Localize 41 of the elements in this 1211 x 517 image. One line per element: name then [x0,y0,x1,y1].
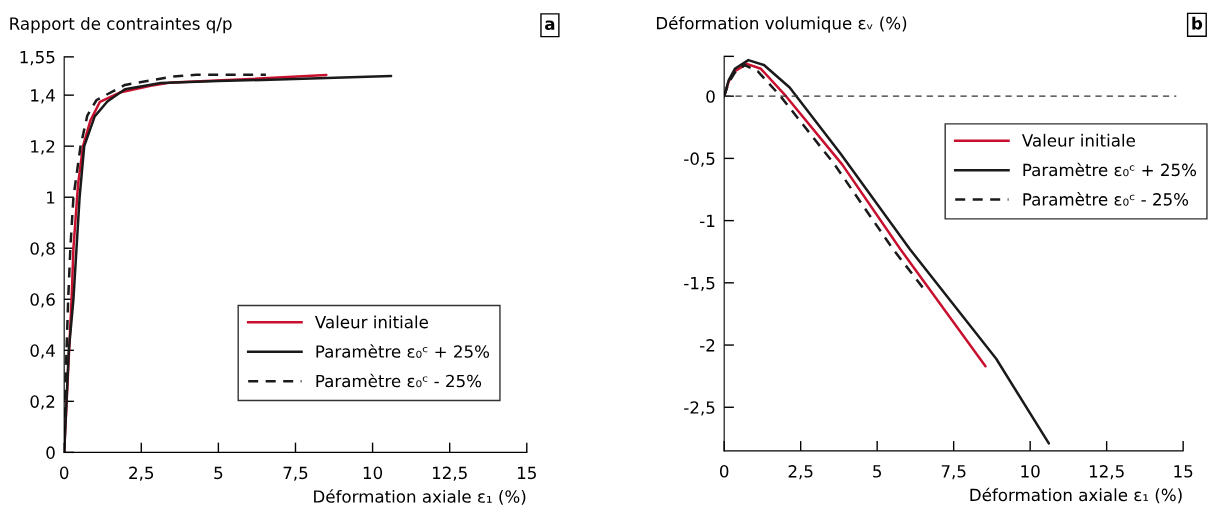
legend-label: Paramètre ε₀ᶜ - 25% [1023,192,1189,206]
x-tick-label: 2,5 [788,465,813,480]
y-tick-label: -2 [700,339,715,352]
legend-label: Paramètre ε₀ᶜ + 25% [1023,162,1197,177]
y-tick-label: 1,4 [31,89,55,104]
y-axis-title: Rapport de contraintes q/p [10,17,232,34]
x-axis-title: Déformation axiale ε₁ (%) [314,489,526,505]
text: b [1192,16,1203,30]
x-tick-label: 10 [363,466,383,480]
x-axis-title: Déformation axiale ε₁ (%) [970,487,1182,504]
y-tick-label: 0,2 [30,395,55,410]
y-tick-label: 1,55 [20,51,55,66]
x-tick-label: 7,5 [283,466,308,481]
y-tick-label: 0,6 [30,293,55,308]
x-tick-label: 15 [1174,465,1193,478]
legend-label: Valeur initiale [314,315,428,329]
x-tick-label: 12,5 [1089,465,1124,480]
y-tick-label: 1,2 [31,140,55,155]
x-tick-label: 10 [1021,465,1040,478]
y-tick-label: -1 [700,214,715,227]
y-tick-label: 1 [47,191,55,204]
x-tick-label: 0 [59,466,69,480]
y-tick-label: -0,5 [684,152,715,167]
y-tick-label: -2,5 [684,401,715,416]
legend-label: Paramètre ε₀ᶜ + 25% [316,344,490,358]
x-tick-label: 5 [873,465,882,478]
x-tick-label: 15 [518,466,536,480]
y-axis-title: Déformation volumique εᵥ (%) [656,15,907,33]
y-tick-label: 0,4 [30,344,55,359]
x-tick-label: 12,5 [432,466,467,481]
legend-label: Paramètre ε₀ᶜ - 25% [316,373,482,388]
y-tick-label: -1,5 [684,277,715,292]
text: a [545,20,555,31]
x-tick-label: 5 [214,466,223,480]
legend-label: Valeur initiale [1021,133,1135,147]
y-tick-label: 0 [706,90,715,103]
x-tick-label: 0 [719,465,729,478]
y-tick-label: 0 [46,446,55,459]
x-tick-label: 2,5 [129,466,154,481]
x-tick-label: 7,5 [941,465,966,480]
y-tick-label: 0,8 [30,242,55,257]
